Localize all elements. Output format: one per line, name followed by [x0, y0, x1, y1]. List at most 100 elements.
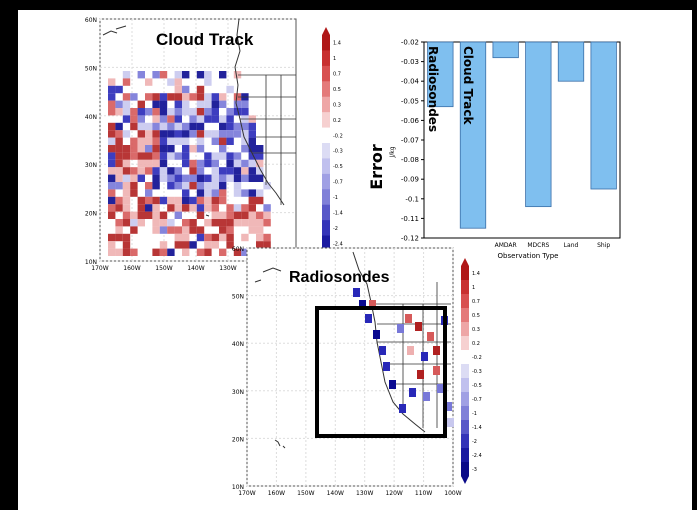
bar	[525, 41, 552, 208]
map-cell	[226, 174, 234, 182]
map-cell	[219, 182, 227, 190]
map-cell	[130, 115, 138, 123]
map-cell	[145, 93, 153, 101]
lon-tick-label: 120W	[385, 490, 402, 497]
map-cell	[226, 152, 234, 160]
colorbar-segment	[322, 96, 330, 113]
colorbar-bottom-arrow	[461, 476, 469, 484]
map-cell	[145, 182, 153, 190]
map-cell	[167, 167, 175, 175]
map-cell	[122, 241, 131, 249]
map-cell	[248, 159, 256, 168]
map-cell	[130, 248, 138, 256]
map-cell	[122, 159, 131, 168]
radiosonde-cell	[397, 324, 404, 333]
map-cell	[189, 93, 197, 101]
map-cell	[196, 182, 205, 190]
map-cell	[241, 108, 249, 116]
lon-tick-label: 130W	[219, 265, 236, 272]
map-cell	[263, 204, 271, 212]
map-cell	[159, 137, 168, 145]
radiosonde-cell	[423, 392, 430, 401]
map-cell	[196, 85, 205, 94]
map-cell	[137, 137, 145, 145]
colorbar-label: -1.4	[472, 425, 482, 431]
map-cell	[130, 189, 138, 197]
map-cell	[219, 248, 227, 256]
colorbar-label: 0.2	[472, 341, 480, 347]
map-cell	[241, 248, 249, 256]
cloud-map-lon-labels: 170W 160W 150W 140W 130W	[91, 265, 236, 272]
y-tick-label: -0.1	[405, 195, 419, 203]
map-cell	[204, 196, 212, 205]
colorbar-segment	[461, 378, 469, 393]
map-cell	[145, 211, 153, 219]
map-cell	[256, 152, 264, 160]
map-cell	[108, 137, 116, 145]
map-cell	[226, 115, 234, 123]
map-cell	[226, 108, 234, 116]
map-cell	[108, 241, 116, 249]
map-cell	[211, 93, 219, 101]
map-cell	[145, 189, 153, 197]
map-cell	[233, 159, 242, 168]
map-cell	[263, 211, 271, 219]
map-cell	[122, 196, 131, 205]
map-cell	[122, 167, 131, 175]
map-cell	[122, 233, 131, 242]
map-cell	[145, 196, 153, 205]
map-cell	[152, 115, 160, 123]
map-cell	[152, 137, 160, 145]
lat-tick-label: 10N	[85, 259, 97, 266]
colorbar-segment	[322, 143, 330, 159]
cloud-track-map-panel: Cloud Track 60N 50N 40N 30N 20N 10N 170W 160W 1…	[56, 15, 346, 277]
map-cell	[167, 248, 175, 256]
map-cell	[196, 189, 205, 197]
colorbar-label: -2	[472, 439, 477, 445]
map-cell	[248, 137, 256, 145]
map-cell	[130, 226, 138, 234]
map-cell	[189, 196, 197, 205]
map-cell	[182, 226, 190, 234]
map-cell	[167, 115, 175, 123]
radio-map-colorbar: 1.4 1 0.7 0.5 0.3 0.2 -0.2 -0.3 -0.5 -0.7 -1 -1.4 -2…	[461, 258, 482, 484]
map-cell	[122, 152, 131, 160]
map-cell	[204, 182, 212, 190]
colorbar-segment	[322, 65, 330, 82]
map-cell	[226, 130, 234, 138]
map-cell	[226, 167, 234, 175]
map-cell	[196, 167, 205, 175]
map-cell	[211, 241, 219, 249]
map-cell	[159, 174, 168, 182]
map-cell	[137, 152, 145, 160]
map-cell	[204, 78, 212, 86]
map-cell	[152, 226, 160, 234]
colorbar-label: -2.4	[333, 241, 343, 247]
map-cell	[115, 130, 123, 138]
map-cell	[211, 196, 219, 205]
map-cell	[182, 100, 190, 108]
map-cell	[263, 233, 271, 242]
map-cell	[226, 137, 234, 145]
map-cell	[241, 233, 249, 242]
map-cell	[233, 174, 242, 182]
map-cell	[145, 159, 153, 168]
map-cell	[256, 174, 264, 182]
cloud-map-state-lines	[238, 74, 296, 205]
map-cell	[108, 122, 116, 131]
map-cell	[182, 122, 190, 131]
map-cell	[159, 115, 168, 123]
map-cell	[122, 78, 131, 86]
colorbar-label: 0.3	[472, 327, 480, 333]
map-cell	[159, 248, 168, 256]
lon-tick-label: 170W	[238, 490, 255, 497]
map-cell	[248, 189, 256, 197]
colorbar-segment	[322, 35, 330, 51]
map-cell	[115, 226, 123, 234]
map-cell	[241, 174, 249, 182]
map-cell	[211, 159, 219, 168]
map-cell	[211, 137, 219, 145]
map-cell	[167, 93, 175, 101]
map-cell	[219, 219, 227, 227]
map-cell	[233, 130, 242, 138]
